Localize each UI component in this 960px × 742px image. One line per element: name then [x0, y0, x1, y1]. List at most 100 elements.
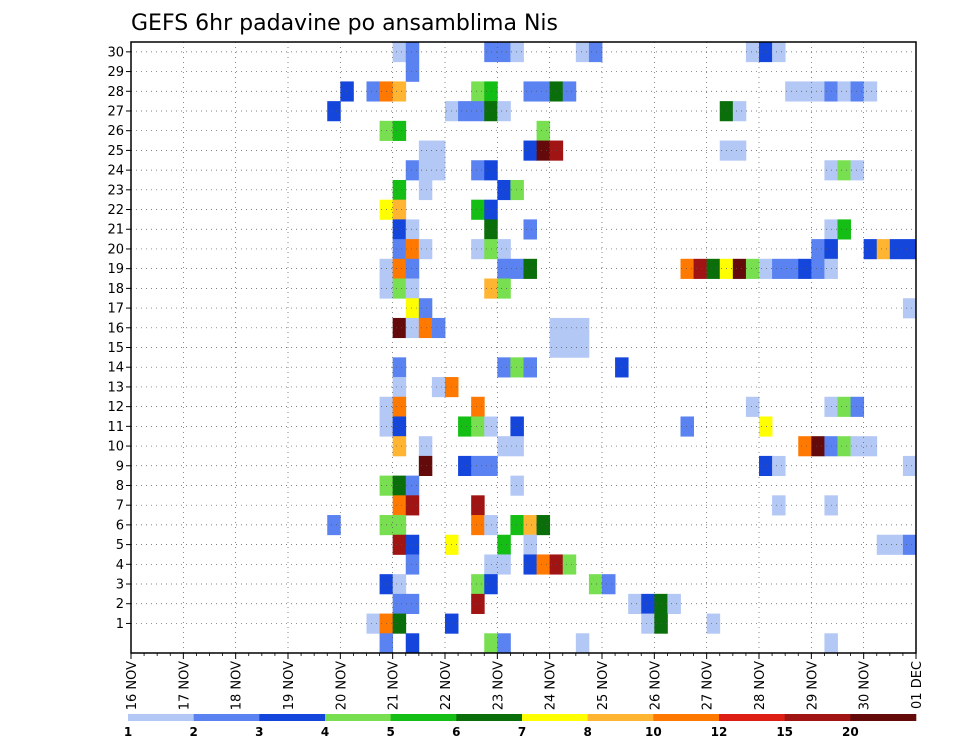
- y-tick-label: 8: [116, 479, 124, 494]
- y-tick-label: 10: [107, 440, 124, 455]
- heatmap-cell: [405, 495, 420, 516]
- colorbar-label: 8: [583, 725, 591, 739]
- colorbar-swatch: [719, 714, 785, 721]
- y-axis-ticks: 1234567891011121314151617181920212223242…: [107, 45, 131, 632]
- heatmap-cell: [850, 396, 865, 417]
- y-tick-label: 14: [107, 361, 124, 376]
- heatmap-cell: [772, 258, 786, 279]
- heatmap-cell: [484, 81, 498, 102]
- colorbar-swatch: [653, 714, 720, 721]
- y-tick-label: 19: [107, 262, 124, 277]
- heatmap-cell: [405, 475, 420, 496]
- heatmap-cell: [392, 416, 407, 437]
- heatmap-cell: [484, 278, 498, 299]
- colorbar-swatch: [325, 714, 391, 721]
- heatmap-cell: [458, 416, 472, 437]
- heatmap-cell: [431, 140, 446, 161]
- colorbar-label: 3: [255, 725, 263, 739]
- y-tick-label: 6: [116, 518, 124, 533]
- heatmap-cell: [392, 593, 407, 614]
- heatmap-cell: [405, 317, 420, 339]
- heatmap-cell: [392, 179, 407, 201]
- x-tick-label: 17 NOV: [177, 661, 192, 710]
- heatmap-cell: [510, 258, 524, 279]
- heatmap-cell: [863, 436, 878, 457]
- heatmap-cell: [484, 160, 498, 181]
- heatmap-cell: [392, 258, 407, 279]
- heatmap-cell: [863, 239, 878, 260]
- heatmap-cell: [510, 515, 524, 536]
- y-tick-label: 23: [107, 183, 124, 198]
- colorbar-swatch: [193, 714, 260, 721]
- heatmap-cell: [392, 534, 407, 555]
- heatmap-cell: [523, 258, 537, 279]
- y-tick-label: 11: [107, 420, 124, 435]
- heatmap-cell: [523, 515, 537, 536]
- colorbar-label: 15: [776, 725, 793, 739]
- heatmap-cell: [811, 239, 825, 260]
- heatmap-cell: [811, 436, 825, 457]
- heatmap-cell: [575, 317, 590, 339]
- colorbar-label: 7: [518, 725, 526, 739]
- heatmap-cell: [536, 120, 551, 141]
- heatmap-cell: [418, 140, 433, 161]
- heatmap-cell: [732, 140, 747, 161]
- y-tick-label: 15: [107, 341, 124, 356]
- heatmap-cell: [850, 160, 865, 181]
- heatmap-cell: [392, 475, 407, 496]
- heatmap-cell: [837, 396, 851, 417]
- heatmap-cell: [497, 101, 511, 122]
- heatmap-cell: [772, 42, 786, 63]
- heatmap-cell: [431, 317, 446, 339]
- heatmap-cell: [418, 317, 433, 339]
- heatmap-cell: [811, 81, 825, 102]
- heatmap-cell: [732, 258, 747, 279]
- heatmap-cell: [850, 436, 865, 457]
- heatmap-cell: [392, 120, 407, 141]
- heatmap-cell: [418, 179, 433, 201]
- heatmap-cell: [798, 436, 812, 457]
- heatmap-cell: [471, 160, 485, 181]
- heatmap-cell: [392, 199, 407, 220]
- heatmap-cell: [536, 140, 551, 161]
- heatmap-cell: [392, 396, 407, 417]
- heatmap-cell: [471, 396, 485, 417]
- heatmap-cell: [497, 42, 511, 63]
- heatmap-cell: [706, 258, 721, 279]
- heatmap-cell: [811, 258, 825, 279]
- heatmap-cell: [431, 160, 446, 181]
- heatmap-cell: [902, 534, 917, 555]
- heatmap-cell: [745, 258, 760, 279]
- x-tick-label: 25 NOV: [596, 661, 611, 710]
- heatmap-cell: [405, 160, 420, 181]
- y-tick-label: 24: [107, 164, 124, 179]
- y-tick-label: 5: [116, 538, 124, 553]
- colorbar-swatch: [390, 714, 457, 721]
- x-tick-label: 21 NOV: [387, 661, 402, 710]
- heatmap-cell: [392, 377, 407, 398]
- colorbar-label: 2: [189, 725, 197, 739]
- heatmap-cell: [641, 593, 655, 614]
- heatmap-cell: [471, 239, 485, 260]
- colorbar-swatch: [128, 714, 194, 721]
- heatmap-cell: [706, 613, 721, 634]
- heatmap-cell: [772, 495, 786, 516]
- heatmap-cell: [902, 239, 917, 260]
- heatmap-cell: [484, 574, 498, 595]
- heatmap-cell: [366, 613, 380, 634]
- heatmap-cell: [392, 515, 407, 536]
- heatmap-cell: [575, 633, 590, 654]
- heatmap-cell: [497, 278, 511, 299]
- heatmap-cell: [510, 436, 524, 457]
- heatmap-cell: [471, 455, 485, 477]
- heatmap-cell: [392, 613, 407, 634]
- colorbar-swatch: [259, 714, 326, 721]
- heatmap-cell: [680, 258, 694, 279]
- heatmap-cell: [510, 416, 524, 437]
- heatmap-cell: [405, 42, 420, 63]
- x-tick-label: 16 NOV: [125, 661, 140, 710]
- heatmap-cell: [759, 258, 773, 279]
- heatmap-cell: [902, 455, 917, 477]
- y-tick-label: 27: [107, 104, 124, 119]
- heatmap-cell: [471, 81, 485, 102]
